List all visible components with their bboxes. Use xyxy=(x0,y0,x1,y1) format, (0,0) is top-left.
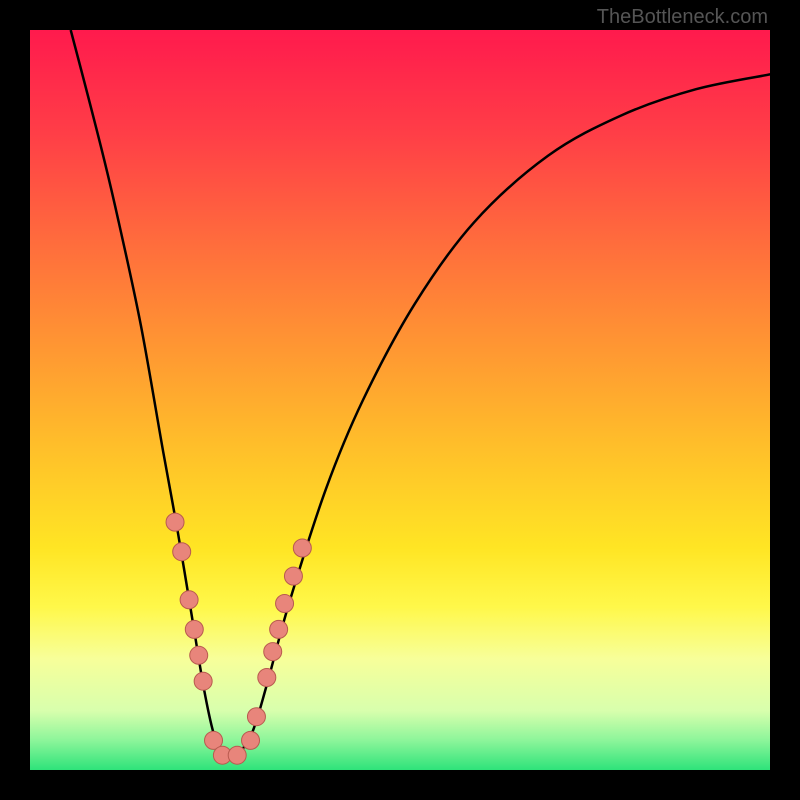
marker-dot xyxy=(276,595,294,613)
marker-dot xyxy=(293,539,311,557)
marker-dot xyxy=(185,620,203,638)
chart-overlay xyxy=(30,30,770,770)
marker-dot xyxy=(242,731,260,749)
marker-dot xyxy=(258,669,276,687)
plot-area xyxy=(30,30,770,770)
marker-dot xyxy=(284,567,302,585)
watermark-text: TheBottleneck.com xyxy=(597,6,768,29)
marker-dot xyxy=(194,672,212,690)
marker-dot xyxy=(190,646,208,664)
marker-dot xyxy=(247,708,265,726)
marker-dot xyxy=(180,591,198,609)
marker-dot xyxy=(166,513,184,531)
marker-dot xyxy=(270,620,288,638)
marker-dot xyxy=(228,746,246,764)
marker-dot xyxy=(173,543,191,561)
data-markers xyxy=(166,513,311,764)
bottleneck-curve xyxy=(71,30,770,756)
marker-dot xyxy=(264,643,282,661)
